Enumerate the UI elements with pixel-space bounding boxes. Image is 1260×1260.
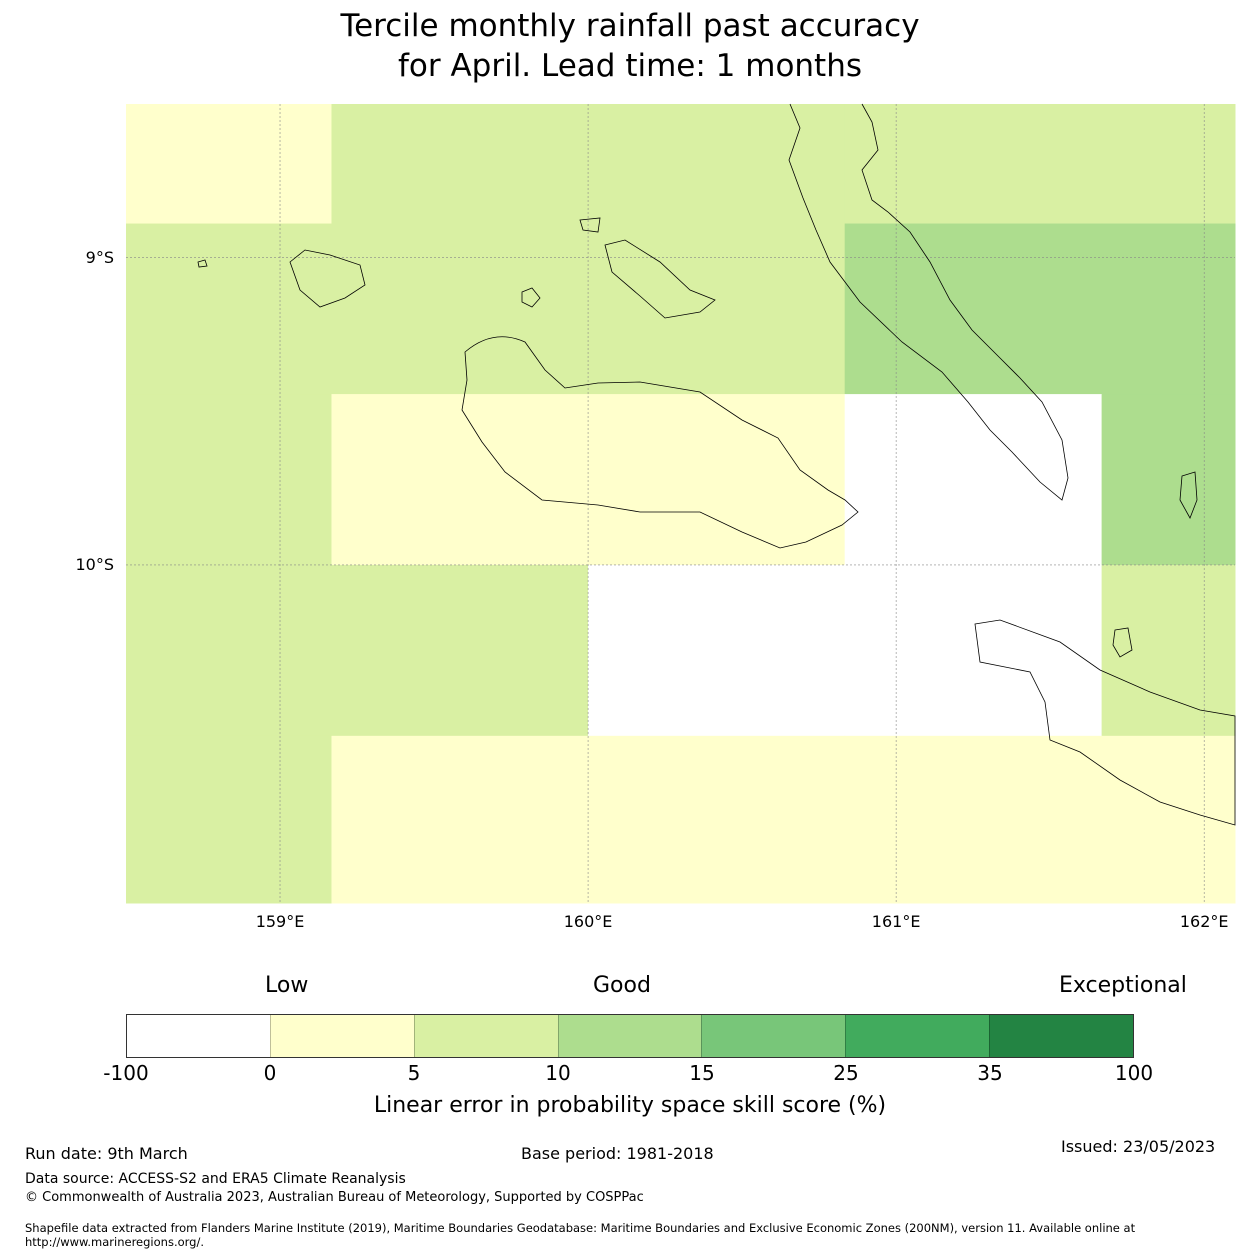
grid-cell (331, 223, 589, 395)
graticule (126, 104, 1235, 903)
lon-tick-label: 159°E (255, 912, 305, 931)
lat-tick-label: 10°S (75, 554, 114, 574)
grid-cell (844, 104, 1103, 225)
colorbar-tick-label: 0 (263, 1061, 277, 1085)
shapefile-credit-2: http://www.marineregions.org/. (25, 1235, 204, 1249)
data-source: Data source: ACCESS-S2 and ERA5 Climate … (25, 1171, 406, 1187)
islet-coast (197, 259, 1198, 658)
savo-island-coast (521, 287, 541, 308)
colorbar-label-good: Good (593, 973, 651, 998)
colorbar-swatch (127, 1015, 270, 1057)
colorbar-tick-label: 35 (977, 1061, 1003, 1085)
grid-cell (1101, 223, 1236, 395)
title-line-2: for April. Lead time: 1 months (397, 48, 863, 84)
colorbar-title: Linear error in probability space skill … (373, 1093, 887, 1118)
grid-cell (331, 735, 589, 904)
colorbar (126, 1014, 1134, 1058)
issued-date: Issued: 23/05/2023 (1061, 1137, 1216, 1156)
grid-cell (588, 735, 846, 904)
grid-cell (126, 223, 332, 395)
base-period: Base period: 1981-2018 (521, 1144, 714, 1163)
copyright: © Commonwealth of Australia 2023, Austra… (25, 1190, 644, 1205)
grid-cell (126, 564, 332, 737)
lon-tick-label: 160°E (563, 912, 613, 931)
lon-tick-label: 162°E (1179, 912, 1229, 931)
grid-cell (588, 104, 846, 225)
grid-cell (844, 564, 1103, 737)
colorbar-swatch (701, 1015, 846, 1057)
colorbar-tick-label: -100 (103, 1061, 149, 1085)
colorbar-tick-label: 25 (833, 1061, 859, 1085)
skill-grid (126, 104, 1236, 904)
grid-cell (844, 394, 1103, 566)
colorbar-swatch (845, 1015, 990, 1057)
grid-cell (588, 564, 846, 737)
grid-cell (331, 394, 589, 566)
grid-cell (331, 564, 589, 737)
florida-islands-coast (579, 217, 716, 319)
guadalcanal-coast (461, 336, 859, 549)
grid-cell (844, 735, 1103, 904)
colorbar-swatch (989, 1015, 1134, 1057)
colorbar-label-exceptional: Exceptional (1059, 973, 1187, 998)
shapefile-credit-1: Shapefile data extracted from Flanders M… (25, 1221, 1136, 1235)
grid-cell (126, 104, 332, 225)
makira-coast (974, 619, 1236, 826)
map-plot (126, 103, 1236, 904)
title-line-1: Tercile monthly rainfall past accuracy (340, 8, 920, 44)
grid-cell (1101, 104, 1236, 225)
lat-tick-label: 9°S (85, 247, 114, 267)
colorbar-swatch (269, 1015, 414, 1057)
coastlines (197, 103, 1236, 826)
colorbar-swatch (557, 1015, 702, 1057)
colorbar-tick-label: 10 (545, 1061, 571, 1085)
colorbar-tick-label: 15 (689, 1061, 715, 1085)
grid-cell (1101, 394, 1236, 566)
grid-cell (588, 394, 846, 566)
grid-cell (1101, 564, 1236, 737)
lon-tick-label: 161°E (871, 912, 921, 931)
malaita-coast (788, 103, 1069, 501)
run-date: Run date: 9th March (25, 1144, 188, 1163)
grid-cell (331, 104, 589, 225)
russell-islands-coast (289, 249, 366, 308)
colorbar-tick-label: 5 (407, 1061, 421, 1085)
grid-cell (126, 735, 332, 904)
colorbar-swatch (413, 1015, 558, 1057)
grid-cell (126, 394, 332, 566)
grid-cell (844, 223, 1103, 395)
colorbar-label-low: Low (265, 973, 309, 998)
grid-cell (588, 223, 846, 395)
grid-cell (1101, 735, 1236, 904)
colorbar-tick-label: 100 (1114, 1061, 1154, 1085)
